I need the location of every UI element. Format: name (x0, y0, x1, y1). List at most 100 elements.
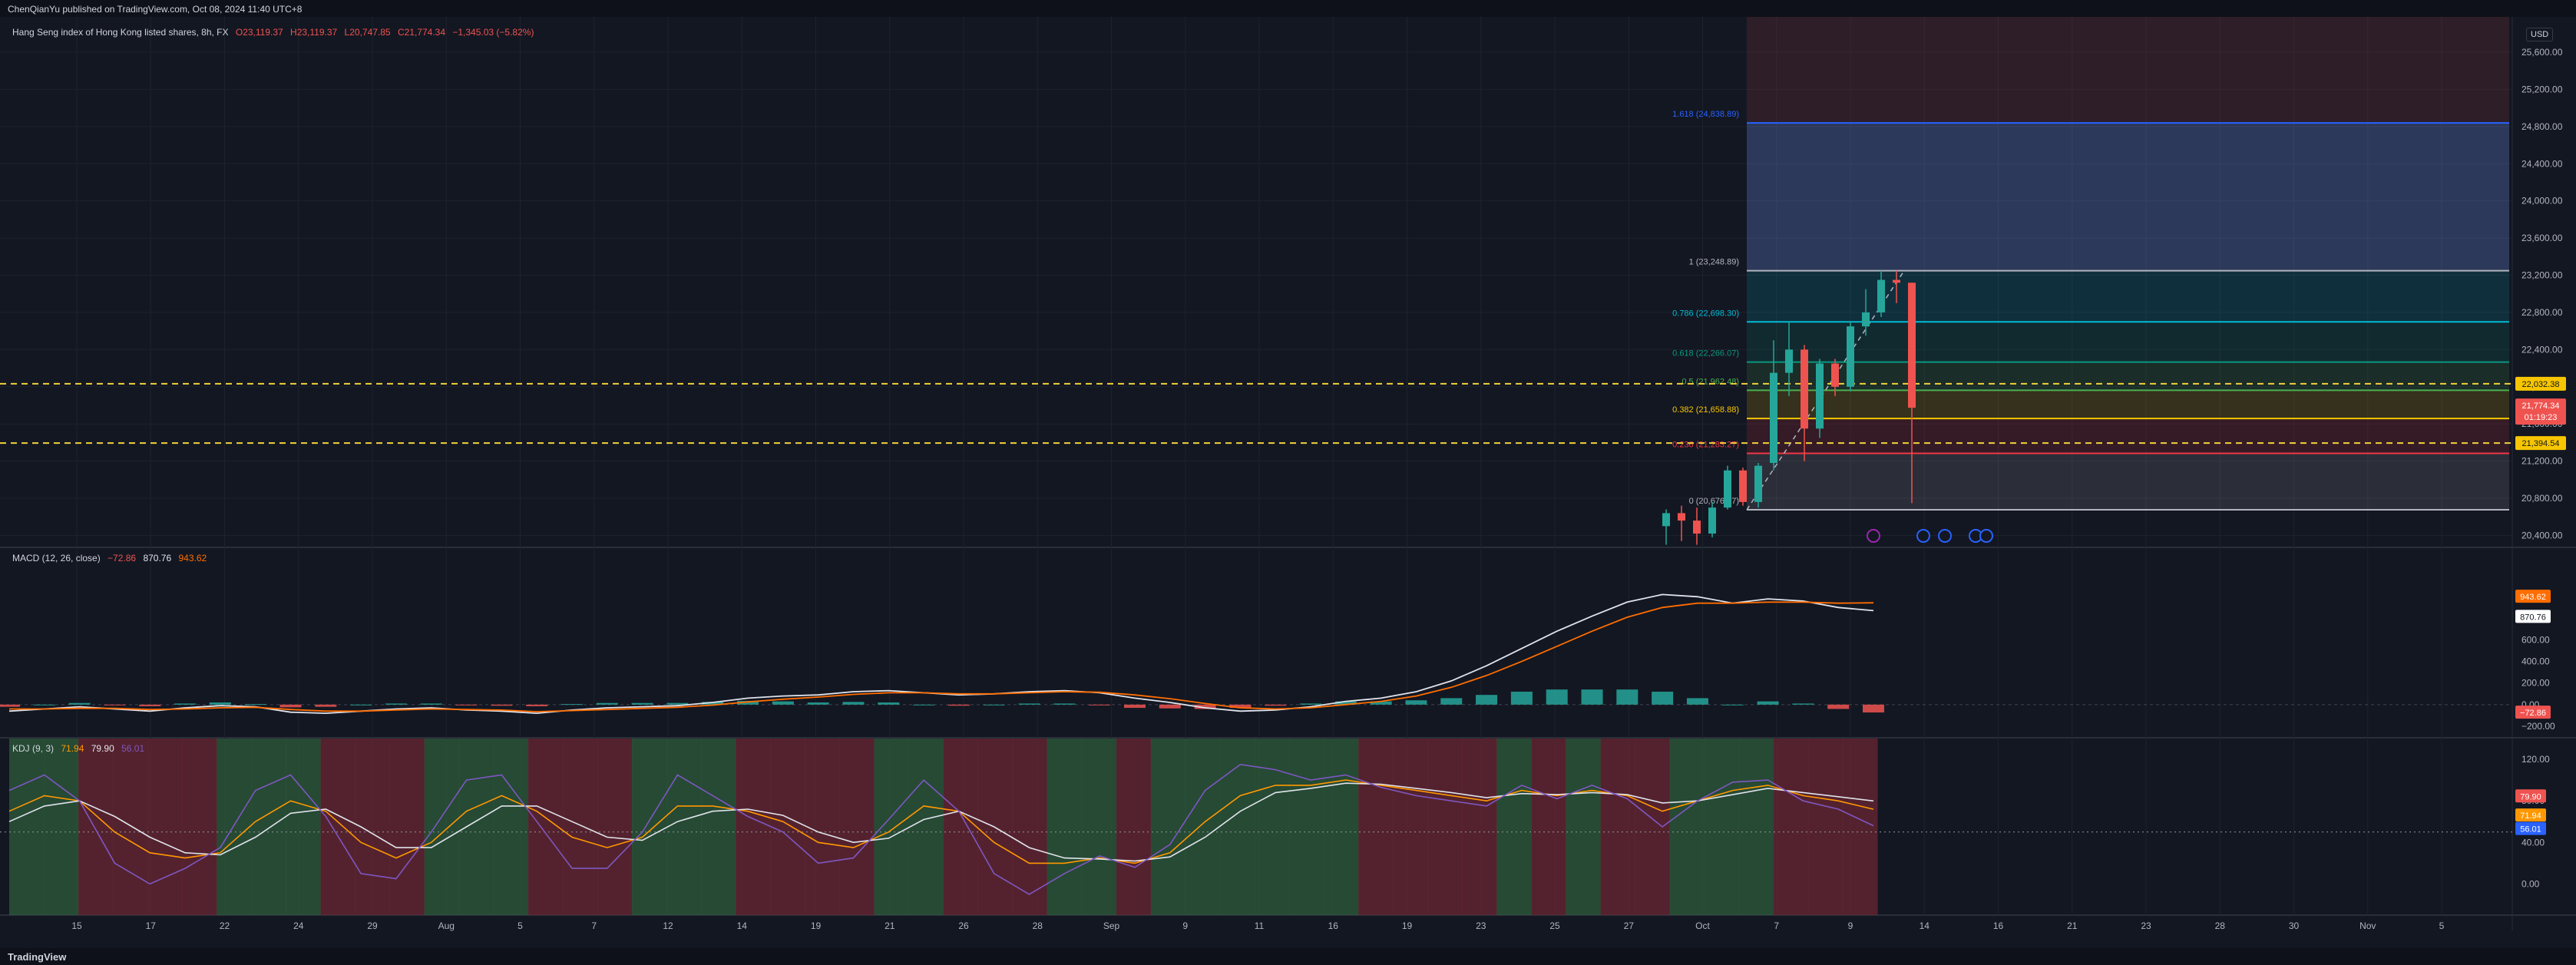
kdj-background-band (78, 739, 114, 915)
kdj-background-band (1462, 739, 1497, 915)
fib-zone (1747, 362, 2509, 391)
x-axis-tick-label: 30 (2289, 920, 2300, 931)
fib-level-label: 0.236 (21,283.27) (1672, 441, 1739, 450)
bar-countdown-label: 01:19:23 (2525, 413, 2558, 422)
macd-histogram-bar (526, 704, 548, 706)
candle-body (1739, 470, 1747, 502)
macd-histogram-bar (315, 704, 337, 707)
fib-level-label: 1 (23,248.89) (1689, 258, 1739, 267)
macd-value-tag (2515, 706, 2551, 719)
x-axis-tick-label: 25 (1549, 920, 1560, 931)
macd-histogram-bar (455, 704, 478, 706)
macd-value-tag (2515, 610, 2551, 623)
x-axis-tick-label: 15 (71, 920, 82, 931)
publish-text: ChenQianYu published on TradingView.com,… (8, 4, 303, 15)
currency-label[interactable]: USD (2526, 28, 2554, 41)
kdj-background-band (1393, 739, 1428, 915)
kdj-background-band (1116, 739, 1152, 915)
kdj-axis-tick-label: 0.00 (2521, 878, 2540, 889)
kdj-background-band (597, 739, 633, 915)
candle-body (1770, 372, 1777, 464)
macd-histogram-bar (947, 704, 970, 706)
kdj-background-band (1635, 739, 1671, 915)
kdj-background-band (424, 739, 460, 915)
kdj-axis-tick-label: 40.00 (2521, 837, 2545, 848)
macd-histogram-bar (878, 702, 900, 705)
candle-body (1693, 521, 1701, 534)
macd-histogram-bar (420, 703, 442, 705)
fib-level-label: 0.786 (22,698.30) (1672, 309, 1739, 318)
x-axis-tick-label: 9 (1182, 920, 1188, 931)
footer-bar: TradingView (0, 948, 2576, 965)
chart-canvas[interactable]: 15 17 22 24 29 Aug 5 7 12 14 19 21 26 28 Sep 9 11 16 19 23 2… (0, 17, 2576, 948)
kdj-background-band (1496, 739, 1532, 915)
kdj-background-band (1150, 739, 1186, 915)
kdj-background-band (1358, 739, 1394, 915)
macd-histogram-bar (1827, 704, 1850, 709)
kdj-background-band (943, 739, 979, 915)
macd-histogram-bar (0, 704, 20, 707)
macd-histogram-bar (279, 704, 302, 708)
kdj-background-band (147, 739, 183, 915)
macd-histogram-bar (1123, 704, 1146, 709)
kdj-background-band (1289, 739, 1324, 915)
kdj-background-band (251, 739, 286, 915)
macd-value-tag (2515, 590, 2551, 603)
macd-histogram-bar (1089, 704, 1111, 706)
kdj-background-band (805, 739, 840, 915)
macd-histogram-bar (1652, 691, 1674, 705)
kdj-background-band (666, 739, 702, 915)
ohlc-low: L20,747.85 (344, 27, 391, 38)
x-axis-tick-label: 5 (518, 920, 523, 931)
level-price-label: 22,032.38 (2522, 380, 2560, 389)
price-axis-tick-label: 22,400.00 (2521, 344, 2563, 355)
kdj-j-value: 56.01 (121, 743, 145, 754)
macd-title: MACD (12, 26, close) (12, 553, 101, 563)
fib-level-label: 0.5 (21,962.48) (1682, 377, 1739, 386)
kdj-value-tag (2515, 808, 2546, 822)
macd-histogram-bar (491, 704, 513, 706)
kdj-background-band (458, 739, 494, 915)
event-marker-icon (1867, 529, 1880, 543)
fib-level-label: 0 (20,676.07) (1689, 497, 1739, 506)
macd-value: 870.76 (143, 553, 172, 563)
kdj-background-band (874, 739, 909, 915)
kdj-background-band (1185, 739, 1221, 915)
macd-histogram-bar (561, 704, 583, 706)
x-axis-tick-label: 16 (1328, 920, 1339, 931)
kdj-axis-tick-label: 120.00 (2521, 754, 2550, 765)
price-axis-tick-label: 22,800.00 (2521, 307, 2563, 318)
x-axis-tick-label: Aug (438, 920, 455, 931)
macd-histogram-bar (1510, 691, 1533, 705)
kdj-background-band (839, 739, 875, 915)
macd-histogram-bar (1300, 703, 1322, 705)
x-axis-tick-label: Nov (2359, 920, 2376, 931)
x-axis-tick-label: 28 (2215, 920, 2226, 931)
candle-body (1908, 283, 1916, 408)
kdj-value-label: 71.94 (2520, 811, 2541, 821)
tradingview-logo[interactable]: TradingView (8, 951, 67, 963)
macd-histogram-bar (33, 704, 55, 706)
x-axis-tick-label: 19 (1402, 920, 1413, 931)
macd-histogram-bar (631, 702, 653, 705)
macd-histogram-bar (1476, 695, 1498, 705)
kdj-background-band (493, 739, 529, 915)
fib-zone (1747, 322, 2509, 362)
macd-histogram-bar (772, 701, 794, 705)
x-axis-tick-label: 24 (293, 920, 304, 931)
kdj-d-value: 79.90 (91, 743, 114, 754)
macd-value-label: 943.62 (2520, 593, 2546, 602)
candle-body (1708, 507, 1716, 534)
macd-series-line (9, 601, 1874, 712)
macd-histogram-bar (596, 702, 618, 705)
kdj-title: KDJ (9, 3) (12, 743, 55, 754)
price-axis-tick-label: 20,800.00 (2521, 493, 2563, 504)
kdj-series-line (8, 763, 1874, 895)
candle-body (1847, 326, 1854, 387)
macd-histogram-bar (1863, 704, 1884, 713)
ohlc-change: −1,345.03 (−5.82%) (452, 27, 534, 38)
x-axis-tick-label: 9 (1848, 920, 1853, 931)
macd-histogram-bar (244, 704, 266, 706)
macd-histogram-bar (737, 700, 759, 705)
x-axis-tick-label: 28 (1033, 920, 1043, 931)
